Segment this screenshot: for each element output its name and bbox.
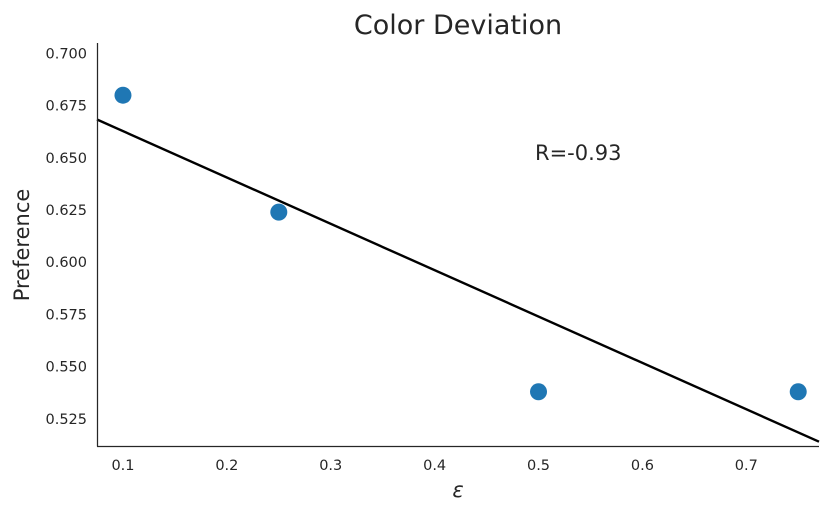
data-point	[114, 86, 132, 104]
x-tick-label: 0.5	[527, 458, 550, 474]
y-tick-label: 0.525	[45, 412, 87, 428]
x-tick-label: 0.3	[319, 458, 342, 474]
data-point	[270, 203, 288, 221]
y-tick-label: 0.625	[45, 203, 87, 219]
x-tick-label: 0.6	[631, 458, 654, 474]
data-point	[530, 383, 548, 401]
y-tick-label: 0.675	[45, 99, 87, 115]
correlation-annotation: R=-0.93	[535, 141, 622, 165]
y-tick-label: 0.650	[45, 151, 87, 167]
data-point	[789, 383, 807, 401]
chart-title: Color Deviation	[354, 10, 562, 41]
y-tick-labels: 0.525 0.550 0.575 0.600 0.625 0.650 0.675 0.700	[45, 46, 87, 427]
y-tick-label: 0.700	[45, 46, 87, 62]
x-axis-label: ε	[452, 478, 463, 502]
y-tick-label: 0.575	[45, 307, 87, 323]
y-tick-label: 0.550	[45, 360, 87, 376]
y-tick-label: 0.600	[45, 255, 87, 271]
x-tick-label: 0.2	[215, 458, 238, 474]
x-tick-labels: 0.1 0.2 0.3 0.4 0.5 0.6 0.7	[111, 458, 757, 474]
x-tick-label: 0.1	[111, 458, 134, 474]
x-tick-label: 0.7	[735, 458, 758, 474]
y-axis-label: Preference	[10, 189, 34, 302]
x-tick-label: 0.4	[423, 458, 446, 474]
points-layer	[114, 86, 807, 401]
trend-line	[96, 118, 820, 443]
trend-layer	[96, 118, 820, 443]
